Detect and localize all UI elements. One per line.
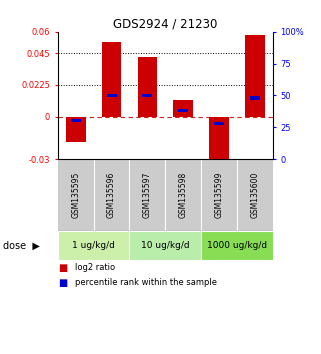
Text: GSM135595: GSM135595 (71, 172, 80, 218)
Text: GSM135599: GSM135599 (214, 172, 224, 218)
Text: dose  ▶: dose ▶ (3, 241, 40, 251)
Text: GSM135597: GSM135597 (143, 172, 152, 218)
Text: 1000 ug/kg/d: 1000 ug/kg/d (207, 241, 267, 250)
Bar (245, 35, 265, 117)
Bar (66, 117, 86, 142)
Bar (143, 94, 152, 97)
Text: ■: ■ (58, 263, 67, 273)
Text: ■: ■ (58, 278, 67, 288)
Bar (173, 100, 193, 117)
Title: GDS2924 / 21230: GDS2924 / 21230 (113, 18, 218, 31)
Text: GSM135598: GSM135598 (179, 172, 188, 218)
Text: percentile rank within the sample: percentile rank within the sample (75, 278, 217, 287)
Text: GSM135596: GSM135596 (107, 172, 116, 218)
Bar (107, 94, 117, 97)
Bar (209, 117, 229, 170)
Bar (201, 231, 273, 261)
Bar (214, 122, 224, 125)
Bar (129, 231, 201, 261)
Bar (137, 57, 157, 117)
Bar (178, 109, 188, 112)
Bar (58, 231, 129, 261)
Bar (102, 42, 121, 117)
Text: GSM135600: GSM135600 (250, 172, 259, 218)
Text: 1 ug/kg/d: 1 ug/kg/d (72, 241, 115, 250)
Text: 10 ug/kg/d: 10 ug/kg/d (141, 241, 190, 250)
Text: log2 ratio: log2 ratio (75, 263, 116, 273)
Bar (250, 96, 260, 99)
Bar (71, 119, 81, 122)
